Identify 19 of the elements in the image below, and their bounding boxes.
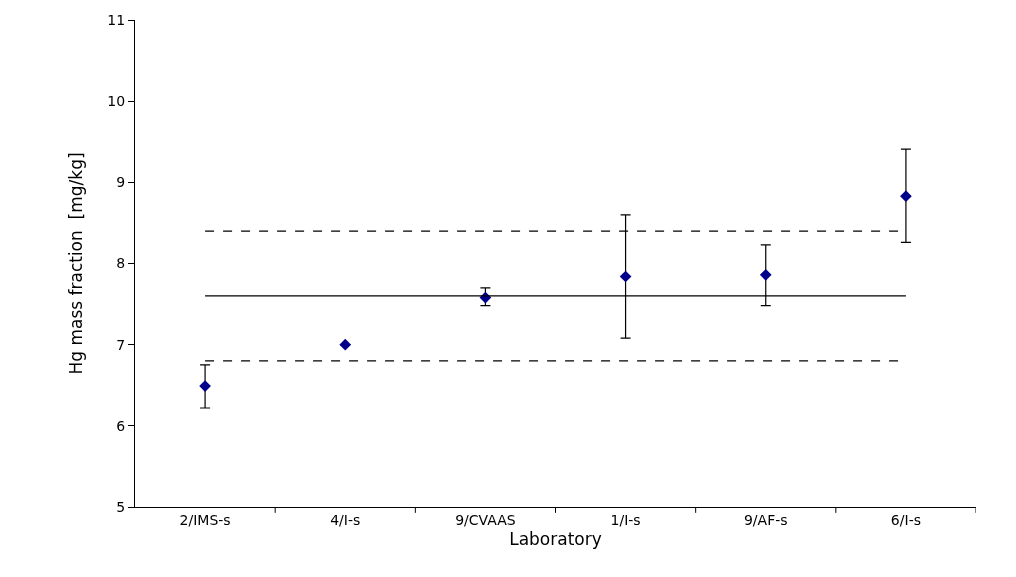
- y-tick-label: 9: [116, 174, 126, 191]
- y-tick-label: 7: [116, 336, 126, 353]
- y-tick-label: 8: [116, 255, 126, 272]
- x-tick-label: 9/AF-s: [743, 511, 788, 528]
- y-axis-title: Hg mass fraction [mg/kg]: [65, 152, 86, 375]
- y-tick-label: 6: [116, 417, 126, 434]
- y-tick-label: 10: [107, 93, 126, 110]
- x-tick-label: 9/CVAAS: [455, 511, 516, 528]
- x-tick-label: 4/I-s: [330, 511, 361, 528]
- x-tick-label: 2/IMS-s: [179, 511, 231, 528]
- x-axis-title: Laboratory: [509, 529, 602, 550]
- point: [619, 270, 632, 283]
- point: [900, 190, 912, 202]
- y-tick-label: 5: [116, 498, 126, 515]
- x-tick-label: 1/I-s: [610, 511, 641, 528]
- point: [759, 269, 772, 281]
- point: [339, 338, 352, 351]
- x-tick-label: 6/I-s: [890, 511, 921, 528]
- y-tick-label: 11: [107, 11, 126, 28]
